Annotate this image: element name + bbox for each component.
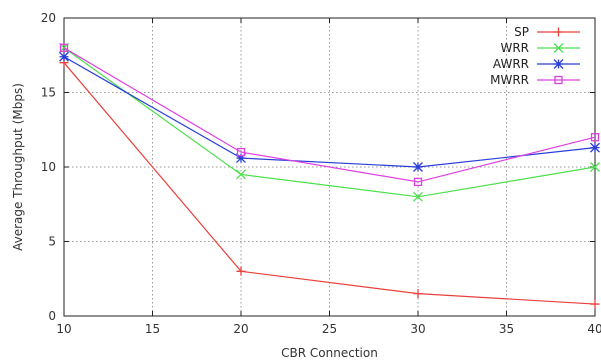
x-tick-label: 35: [499, 322, 514, 336]
data-point-sp: [590, 299, 600, 309]
series-sp: [59, 58, 600, 309]
legend-marker-sp: [554, 27, 563, 37]
data-point-awrr: [236, 153, 246, 164]
legend-item-wrr: WRR: [500, 41, 580, 55]
x-tick-label: 30: [410, 322, 425, 336]
y-tick-label: 5: [48, 235, 56, 249]
legend: SP WRR AWRR MWRR: [490, 25, 580, 87]
data-point-awrr: [413, 162, 423, 172]
series-line-sp: [63, 62, 596, 305]
data-point-sp: [413, 289, 423, 299]
series-line-mwrr: [63, 47, 596, 183]
data-point-awrr: [590, 142, 600, 153]
data-point-mwrr: [236, 147, 246, 157]
legend-item-sp: SP: [514, 25, 580, 39]
series-mwrr: [59, 43, 600, 187]
legend-label-awrr: AWRR: [493, 57, 529, 71]
x-tick-label: 25: [322, 322, 337, 336]
data-point-wrr: [236, 169, 246, 180]
x-tick-label: 15: [145, 322, 160, 336]
y-tick-label: 0: [48, 309, 56, 323]
data-point-wrr: [413, 191, 423, 202]
data-point-mwrr: [590, 133, 600, 142]
data-point-sp: [236, 266, 246, 276]
y-tick-label: 20: [41, 11, 56, 25]
axis-ticks: 10 15 20 25 30 35 40 0 5 10 15 20: [41, 11, 601, 336]
x-axis-title: CBR Connection: [281, 346, 378, 360]
y-axis-title: Average Throughput (Mbps): [11, 83, 25, 251]
data-point-wrr: [590, 162, 600, 172]
series-line-wrr: [63, 47, 596, 198]
data-point-mwrr: [413, 177, 423, 187]
legend-marker-mwrr: [554, 75, 563, 85]
data-point-awrr: [59, 51, 69, 62]
series-line-awrr: [63, 56, 596, 168]
legend-marker-awrr: [553, 59, 564, 69]
x-tick-label: 40: [587, 322, 601, 336]
series-layer: [59, 42, 600, 309]
x-tick-label: 20: [233, 322, 248, 336]
legend-label-sp: SP: [514, 25, 529, 39]
series-awrr: [59, 51, 600, 172]
legend-marker-wrr: [553, 43, 564, 53]
y-tick-label: 15: [41, 86, 56, 100]
legend-label-mwrr: MWRR: [490, 73, 529, 87]
legend-item-awrr: AWRR: [493, 57, 580, 71]
legend-label-wrr: WRR: [500, 41, 529, 55]
x-tick-label: 10: [56, 322, 71, 336]
data-point-mwrr: [59, 43, 69, 52]
legend-item-mwrr: MWRR: [490, 73, 580, 87]
y-tick-label: 10: [41, 160, 56, 174]
